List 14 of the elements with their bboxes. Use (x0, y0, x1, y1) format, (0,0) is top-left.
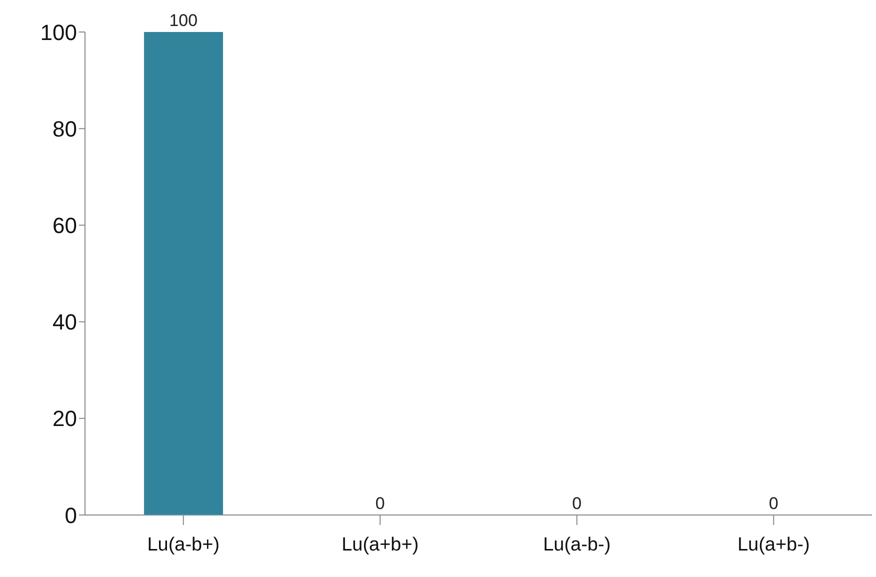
data-label: 0 (375, 494, 385, 513)
x-tick-label: Lu(a-b-) (543, 534, 611, 556)
y-tick-label: 80 (52, 116, 77, 142)
y-tick-label: 100 (40, 20, 77, 45)
x-tick-label: Lu(a-b+) (147, 534, 220, 556)
data-label: 100 (169, 11, 198, 30)
y-tick-label: 0 (64, 502, 77, 528)
data-label: 0 (768, 494, 778, 513)
x-tick-label: Lu(a+b-) (737, 534, 810, 556)
x-tick-label: Lu(a+b+) (342, 534, 419, 556)
y-tick-label: 60 (52, 213, 77, 238)
y-tick-label: 20 (52, 406, 77, 432)
data-label: 0 (572, 494, 582, 513)
y-tick-label: 40 (52, 310, 77, 335)
